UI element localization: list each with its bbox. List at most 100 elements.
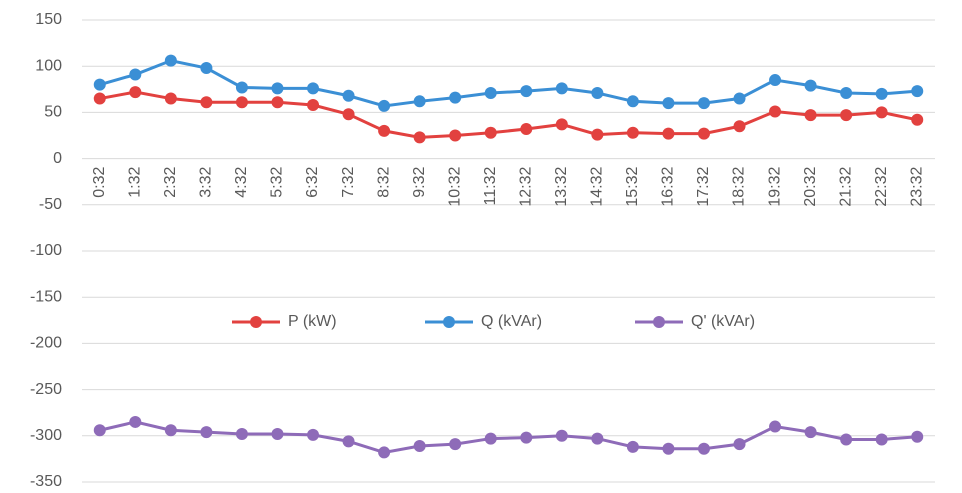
data-point <box>342 89 355 102</box>
data-point <box>875 433 888 446</box>
data-point <box>413 439 426 452</box>
data-point <box>769 105 782 118</box>
y-tick-label: -150 <box>30 288 62 305</box>
data-point <box>875 87 888 100</box>
series-line <box>99 420 918 454</box>
data-point <box>555 118 568 131</box>
legend-marker <box>653 316 665 328</box>
x-tick-label: 1:32 <box>127 166 144 197</box>
data-point <box>555 82 568 95</box>
y-tick-label: 0 <box>53 150 62 167</box>
data-point <box>840 433 853 446</box>
data-point <box>235 81 248 94</box>
legend-marker <box>443 316 455 328</box>
x-tick-label: 12:32 <box>517 167 534 207</box>
x-tick-label: 19:32 <box>766 167 783 207</box>
x-tick-label: 8:32 <box>375 166 392 197</box>
x-tick-label: 5:32 <box>269 166 286 197</box>
data-point <box>413 95 426 108</box>
data-point <box>697 97 710 110</box>
x-tick-label: 17:32 <box>695 167 712 207</box>
data-point <box>307 428 320 441</box>
x-tick-label: 23:32 <box>908 167 925 207</box>
data-point <box>378 99 391 112</box>
data-point <box>342 435 355 448</box>
data-point <box>911 113 924 126</box>
y-tick-label: -100 <box>30 242 62 259</box>
y-tick-label: 100 <box>35 57 62 74</box>
y-tick-label: -300 <box>30 427 62 444</box>
data-point <box>271 82 284 95</box>
y-tick-label: -250 <box>30 381 62 398</box>
legend-label: Q' (kVAr) <box>691 313 755 330</box>
data-point <box>733 438 746 451</box>
data-point <box>520 85 533 98</box>
series-line <box>99 90 918 139</box>
x-tick-label: 11:32 <box>482 167 499 206</box>
data-point <box>129 86 142 99</box>
data-point <box>733 120 746 133</box>
data-point <box>520 431 533 444</box>
data-point <box>200 62 213 75</box>
data-point <box>911 430 924 443</box>
x-tick-label: 9:32 <box>411 166 428 197</box>
data-point <box>484 86 497 99</box>
data-point <box>342 108 355 121</box>
data-point <box>449 91 462 104</box>
data-point <box>413 131 426 144</box>
x-tick-label: 2:32 <box>162 166 179 197</box>
data-point <box>804 109 817 122</box>
x-tick-label: 0:32 <box>91 166 108 197</box>
data-point <box>164 92 177 105</box>
data-point <box>662 97 675 110</box>
data-point <box>875 106 888 119</box>
series-line <box>99 59 918 108</box>
data-point <box>520 123 533 136</box>
data-point <box>164 54 177 67</box>
x-tick-label: 13:32 <box>553 167 570 207</box>
data-point <box>555 429 568 442</box>
x-tick-label: 15:32 <box>624 167 641 207</box>
data-point <box>449 129 462 142</box>
x-tick-label: 18:32 <box>731 167 748 207</box>
x-tick-label: 14:32 <box>589 167 606 207</box>
data-point <box>662 127 675 140</box>
legend-marker <box>250 316 262 328</box>
legend-label: Q (kVAr) <box>481 313 542 330</box>
y-tick-label: 150 <box>35 11 62 28</box>
data-point <box>769 420 782 433</box>
x-tick-label: 21:32 <box>837 167 854 207</box>
data-point <box>911 85 924 98</box>
data-point <box>307 82 320 95</box>
data-point <box>626 126 639 139</box>
y-tick-label: 50 <box>44 104 62 121</box>
data-point <box>733 92 746 105</box>
data-point <box>378 124 391 137</box>
data-point <box>93 424 106 437</box>
data-point <box>164 424 177 437</box>
x-tick-label: 16:32 <box>660 167 677 207</box>
data-point <box>235 427 248 440</box>
y-tick-label: -50 <box>39 196 62 213</box>
data-point <box>484 432 497 445</box>
data-point <box>200 96 213 109</box>
y-tick-label: -350 <box>30 473 62 490</box>
x-tick-label: 20:32 <box>802 167 819 207</box>
data-point <box>591 86 604 99</box>
data-point <box>662 442 675 455</box>
data-point <box>93 78 106 91</box>
data-point <box>804 79 817 92</box>
legend: P (kW) Q (kVAr) Q' (kVAr) <box>232 313 755 330</box>
x-tick-label: 10:32 <box>446 167 463 207</box>
data-point <box>129 415 142 428</box>
data-point <box>591 432 604 445</box>
data-point <box>769 74 782 87</box>
x-tick-label: 6:32 <box>304 166 321 197</box>
data-point <box>626 95 639 108</box>
data-point <box>591 128 604 141</box>
data-point <box>271 96 284 109</box>
data-point <box>697 442 710 455</box>
x-tick-label: 22:32 <box>873 167 890 207</box>
data-point <box>200 426 213 439</box>
